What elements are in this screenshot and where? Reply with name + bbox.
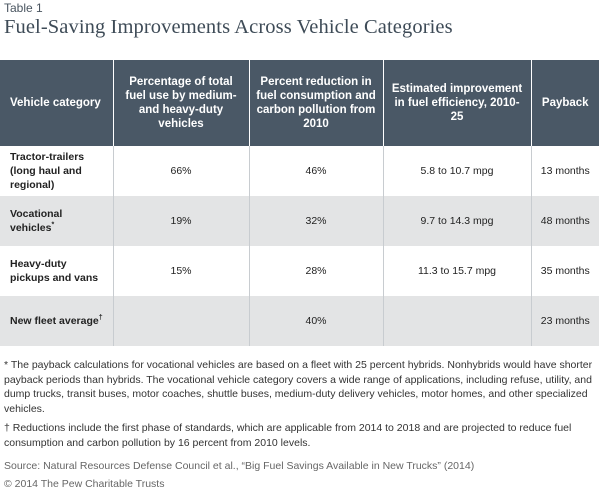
page-title: Fuel-Saving Improvements Across Vehicle …: [4, 16, 453, 38]
cell-payback: 35 months: [531, 246, 599, 296]
table-header-row: Vehicle category Percentage of total fue…: [0, 60, 599, 146]
cell-fuel-use: 15%: [113, 246, 250, 296]
cell-payback: 23 months: [531, 296, 599, 346]
table-label: Table 1: [4, 1, 43, 15]
cell-payback: 13 months: [531, 146, 599, 196]
cell-category: Tractor-trailers (long haul and regional…: [0, 146, 114, 196]
cell-category: Heavy-duty pickups and vans: [0, 246, 114, 296]
source-line: Source: Natural Resources Defense Counci…: [4, 460, 475, 472]
footnote-dagger: † Reductions include the first phase of …: [4, 422, 572, 449]
table-row: New fleet average† 40% 23 months: [0, 296, 599, 346]
data-table: Vehicle category Percentage of total fue…: [0, 60, 599, 346]
cell-fuel-use: 19%: [113, 196, 250, 246]
column-header-efficiency: Estimated improvement in fuel efficiency…: [383, 60, 532, 146]
table-row: Heavy-duty pickups and vans 15% 28% 11.3…: [0, 246, 599, 296]
footnotes: * The payback calculations for vocationa…: [4, 358, 596, 455]
cell-category: New fleet average†: [0, 296, 114, 346]
cell-reduction: 32%: [249, 196, 384, 246]
cell-efficiency: [383, 296, 532, 346]
cell-efficiency: 5.8 to 10.7 mpg: [383, 146, 532, 196]
copyright-line: © 2014 The Pew Charitable Trusts: [4, 478, 165, 490]
footnote-asterisk: * The payback calculations for vocationa…: [4, 359, 593, 415]
cell-efficiency: 9.7 to 14.3 mpg: [383, 196, 532, 246]
table-row: Vocational vehicles* 19% 32% 9.7 to 14.3…: [0, 196, 599, 246]
column-header-vehicle-category: Vehicle category: [0, 60, 114, 146]
cell-fuel-use: 66%: [113, 146, 250, 196]
cell-category: Vocational vehicles*: [0, 196, 114, 246]
cell-reduction: 40%: [249, 296, 384, 346]
table-row: Tractor-trailers (long haul and regional…: [0, 146, 599, 196]
cell-payback: 48 months: [531, 196, 599, 246]
column-header-reduction: Percent reduction in fuel consumption an…: [249, 60, 384, 146]
cell-fuel-use: [113, 296, 250, 346]
cell-reduction: 28%: [249, 246, 384, 296]
column-header-fuel-use: Percentage of total fuel use by medium- …: [113, 60, 250, 146]
cell-reduction: 46%: [249, 146, 384, 196]
cell-efficiency: 11.3 to 15.7 mpg: [383, 246, 532, 296]
column-header-payback: Payback: [531, 60, 599, 146]
